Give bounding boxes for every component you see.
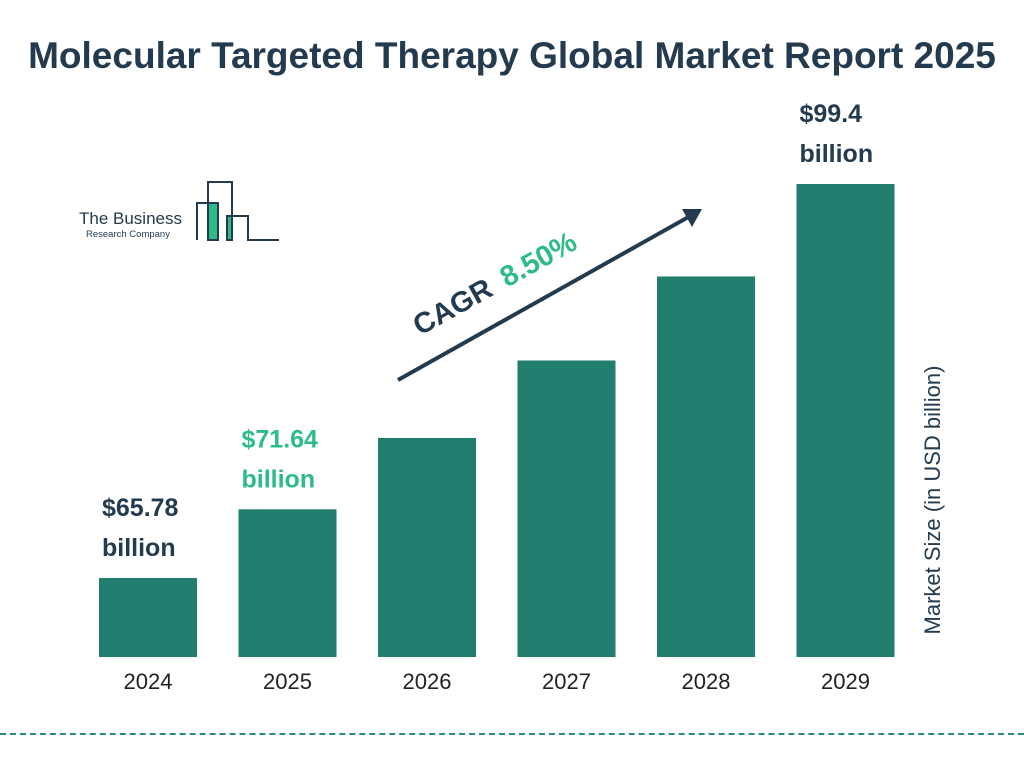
cagr-annotation: CAGR 8.50%: [397, 209, 702, 382]
logo: The Business Research Company: [79, 181, 279, 241]
chart-title: Molecular Targeted Therapy Global Market…: [28, 35, 996, 76]
logo-subtext: Research Company: [86, 229, 170, 240]
logo-text: The Business: [79, 209, 182, 228]
data-label: $65.78: [102, 494, 179, 522]
x-tick-label: 2025: [263, 669, 312, 694]
data-label: billion: [242, 465, 316, 493]
x-tick-label: 2028: [682, 669, 731, 694]
x-tick-label: 2026: [403, 669, 452, 694]
arrow-head-icon: [682, 209, 702, 227]
y-axis-label: Market Size (in USD billion): [920, 365, 945, 635]
data-label: billion: [800, 140, 874, 168]
bar-2024: [99, 578, 197, 657]
data-label: $71.64: [242, 425, 319, 453]
bar-2027: [517, 360, 616, 657]
x-tick-label: 2029: [821, 669, 870, 694]
bar-2026: [378, 437, 476, 657]
bar-2029: [796, 184, 895, 657]
data-label: $99.4: [800, 100, 863, 128]
bar-2028: [657, 276, 755, 657]
x-tick-label: 2027: [542, 669, 591, 694]
bar-2025: [238, 509, 337, 657]
divider: [0, 733, 1024, 735]
data-label: billion: [102, 534, 176, 562]
x-tick-label: 2024: [124, 669, 173, 694]
